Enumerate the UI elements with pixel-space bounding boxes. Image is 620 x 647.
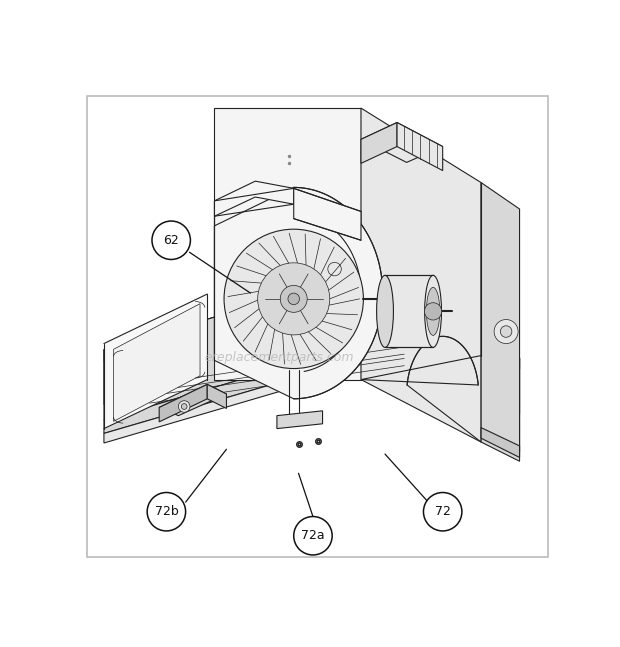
Polygon shape — [361, 122, 397, 163]
Polygon shape — [215, 188, 383, 399]
Polygon shape — [215, 108, 361, 380]
Circle shape — [280, 285, 307, 313]
Polygon shape — [104, 294, 207, 428]
Ellipse shape — [425, 276, 441, 347]
Circle shape — [494, 320, 518, 344]
Polygon shape — [361, 274, 520, 428]
Polygon shape — [104, 344, 520, 442]
Polygon shape — [207, 384, 226, 408]
Polygon shape — [481, 182, 520, 461]
Polygon shape — [361, 122, 443, 162]
Polygon shape — [104, 274, 520, 369]
Polygon shape — [294, 188, 361, 240]
Circle shape — [224, 229, 363, 369]
Circle shape — [425, 303, 441, 320]
Text: 72a: 72a — [301, 529, 325, 542]
Polygon shape — [481, 428, 520, 457]
Polygon shape — [215, 181, 294, 216]
Polygon shape — [159, 384, 226, 415]
Circle shape — [294, 516, 332, 555]
Text: 72b: 72b — [154, 505, 179, 518]
Circle shape — [181, 404, 187, 410]
Ellipse shape — [427, 287, 440, 335]
Circle shape — [500, 326, 512, 337]
Polygon shape — [113, 303, 200, 421]
Circle shape — [152, 221, 190, 259]
Polygon shape — [104, 274, 520, 413]
Text: 62: 62 — [163, 234, 179, 247]
Polygon shape — [361, 108, 481, 442]
Circle shape — [147, 492, 185, 531]
Polygon shape — [159, 384, 207, 422]
Circle shape — [179, 400, 190, 412]
Polygon shape — [104, 358, 520, 452]
Text: 72: 72 — [435, 505, 451, 518]
Polygon shape — [397, 122, 443, 171]
Ellipse shape — [376, 276, 394, 347]
Text: ereplacementparts.com: ereplacementparts.com — [205, 351, 354, 364]
Circle shape — [423, 492, 462, 531]
Circle shape — [258, 263, 330, 335]
Polygon shape — [277, 411, 322, 428]
Circle shape — [288, 293, 299, 305]
Polygon shape — [361, 336, 481, 442]
Polygon shape — [385, 276, 433, 347]
Polygon shape — [104, 274, 361, 420]
